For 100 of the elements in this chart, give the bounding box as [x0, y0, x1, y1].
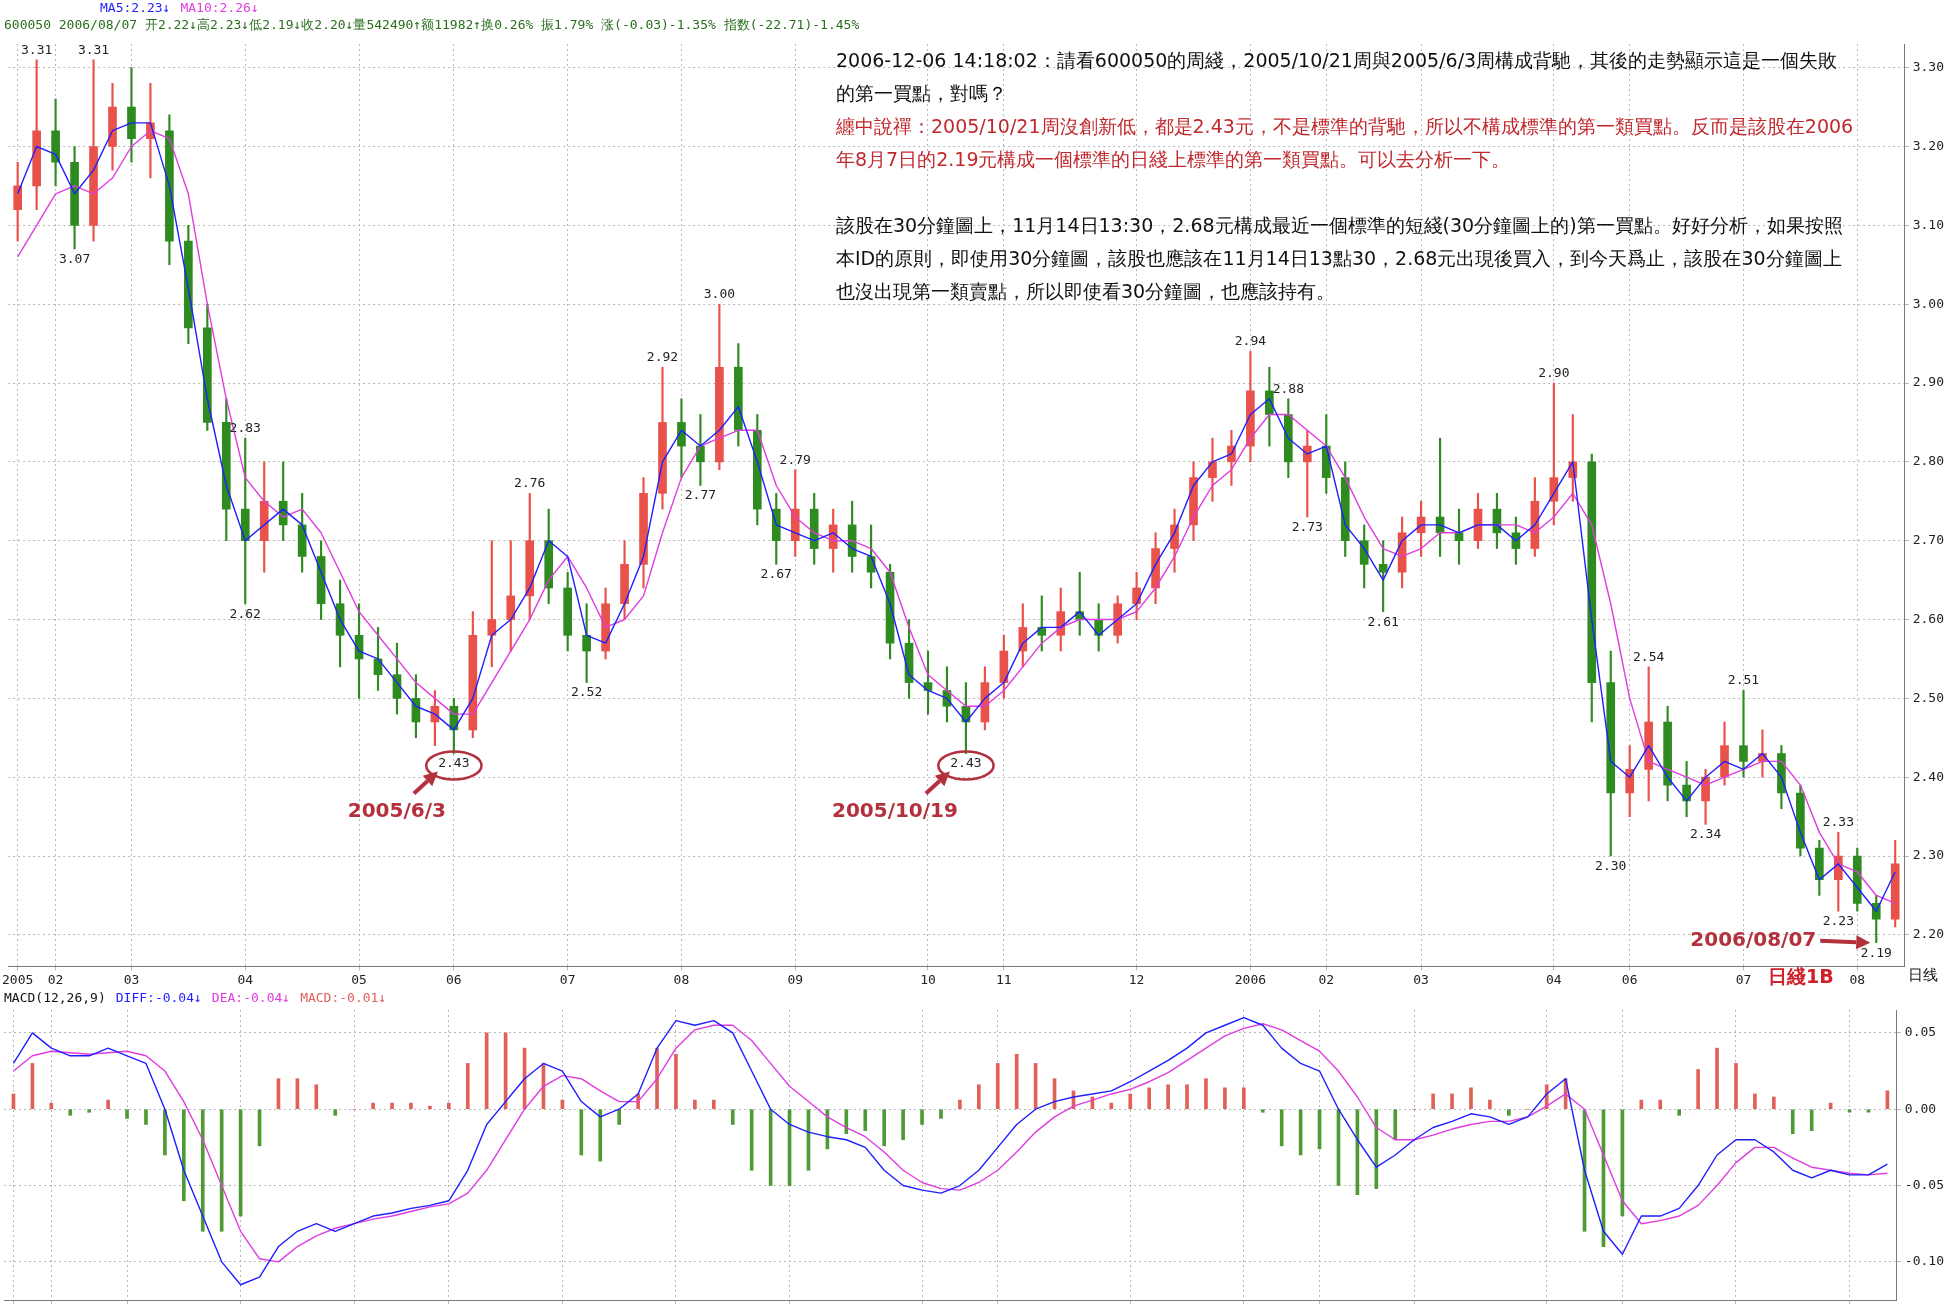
bar	[1204, 1078, 1208, 1110]
x-tick-label: 12	[1128, 971, 1145, 987]
text: DIFF:-0.04↓	[115, 990, 202, 1005]
x-tick-label: 03	[123, 971, 140, 987]
y-tick-label: 3.10	[1912, 216, 1945, 232]
y-tick-label: 3.20	[1912, 137, 1945, 153]
bar	[1242, 1087, 1246, 1110]
bar	[1185, 1084, 1189, 1110]
annotation: 2.92	[646, 349, 679, 365]
annotation: 2.88	[1272, 380, 1304, 396]
bar	[1374, 1109, 1379, 1189]
annotation: 2.33	[1822, 814, 1854, 830]
annotation: 2.61	[1367, 613, 1399, 629]
bar	[125, 1109, 129, 1119]
y-tick-label: 3.30	[1912, 59, 1945, 75]
annotation: 2.54	[1633, 648, 1665, 664]
bar	[390, 1102, 394, 1110]
annotation: 2.62	[229, 605, 261, 621]
annotation: 2.30	[1595, 857, 1627, 873]
annotation: 2.52	[570, 684, 603, 700]
annotation: 2.23	[1822, 913, 1854, 929]
bar	[200, 1109, 205, 1232]
bar	[1696, 1069, 1700, 1110]
candlestick	[1739, 690, 1748, 778]
bar	[333, 1109, 338, 1116]
x-tick-label: 08	[1849, 971, 1866, 987]
x-tick-label: 07	[559, 971, 576, 987]
y-tick-label: 2.90	[1912, 374, 1945, 390]
y-tick-label: 2.50	[1912, 689, 1945, 705]
candlestick	[1208, 437, 1217, 502]
text: MA10:2.26↓	[180, 0, 259, 15]
annotation: 2006/08/07	[1690, 926, 1817, 951]
y-tick-label: -0.10	[1904, 1253, 1945, 1269]
x-tick-label: 05	[351, 971, 367, 987]
bar	[1279, 1109, 1284, 1147]
bar	[1147, 1087, 1152, 1110]
bar	[1488, 1099, 1492, 1110]
annotation: 2.94	[1234, 333, 1267, 349]
x-tick-label: 02	[47, 971, 64, 987]
bar	[712, 1099, 716, 1110]
bar	[579, 1109, 584, 1156]
bar	[1450, 1093, 1454, 1110]
y-tick-label: 2.80	[1912, 453, 1945, 469]
bar	[730, 1109, 735, 1125]
annotation: 該股在30分鐘圖上，11月14日13:30，2.68元構成最近一個標準的短綫(30分鐘圖上的)第一買點。好好分析，如果按照本ID的原則，即使用30分鐘圖，該股也應該在11月14日13點30，2.68元出現後買入，到今天爲止，該股在30分鐘圖上也沒出現第一類賣點，所以即使看30分鐘圖，也應該持有。	[836, 213, 1844, 304]
annotation: 3.00	[703, 286, 736, 302]
x-tick-label: 03	[1413, 971, 1429, 987]
x-tick-label: 2005	[2, 971, 34, 987]
bar	[1431, 1093, 1435, 1110]
annotation: 3.31	[20, 41, 53, 57]
x-tick-label: 08	[673, 971, 690, 987]
y-tick-label: -0.05	[1904, 1176, 1945, 1192]
annotation: 2005/6/3	[347, 797, 446, 822]
bar	[995, 1063, 1000, 1110]
bar	[1658, 1099, 1663, 1110]
annotation: 2.77	[684, 487, 717, 503]
bar	[106, 1099, 110, 1110]
bar	[1014, 1053, 1019, 1110]
text: DEA:-0.04↓	[211, 990, 291, 1005]
bar	[1866, 1109, 1871, 1113]
annotation: 2.43	[950, 755, 982, 771]
bar	[1507, 1109, 1511, 1116]
bar	[1260, 1109, 1265, 1113]
candlestick	[127, 67, 136, 163]
bar	[428, 1105, 432, 1110]
annotation: 2.43	[438, 755, 470, 771]
bar	[1677, 1109, 1682, 1116]
annotation: 2005/10/19	[831, 797, 958, 822]
bar	[371, 1102, 375, 1110]
x-tick-label: 07	[1735, 971, 1752, 987]
x-tick-label: 06	[1621, 971, 1638, 987]
annotation: 2.79	[779, 451, 811, 467]
bar	[1166, 1084, 1170, 1110]
bar	[163, 1109, 167, 1156]
annotation: 2.34	[1689, 826, 1722, 842]
y-tick-label: 0.00	[1904, 1100, 1937, 1116]
bar	[674, 1053, 678, 1110]
bar	[1772, 1096, 1776, 1110]
bar	[958, 1099, 962, 1110]
bar	[1715, 1047, 1719, 1110]
y-tick-label: 2.70	[1912, 532, 1945, 548]
y-tick-label: 3.00	[1912, 295, 1945, 311]
annotation: 3.07	[58, 250, 91, 266]
y-tick-label: 2.60	[1912, 610, 1945, 626]
bar	[882, 1109, 887, 1147]
bar	[939, 1109, 943, 1119]
bar	[1790, 1109, 1795, 1134]
x-tick-label: 04	[1546, 971, 1562, 987]
y-tick-label: 2.30	[1912, 847, 1945, 863]
bar	[1128, 1093, 1133, 1110]
annotation: 2.51	[1727, 672, 1760, 688]
x-tick-label: 10	[920, 971, 936, 987]
chart-title: MACD(12,26,9)	[4, 990, 106, 1005]
bar	[314, 1084, 319, 1110]
bar	[655, 1047, 659, 1110]
bar	[181, 1109, 186, 1202]
annotation: 2006-12-06 14:18:02：請看600050的周綫，2005/10/21周與2005/6/3周構成背馳，其後的走勢顯示這是一個失敗的第一買點，對嗎？	[836, 48, 1839, 106]
x-tick-label: 02	[1318, 971, 1335, 987]
text: 600050 2006/08/07 开2.22↓高2.23↓低2.19↓收2.20↓量542490↑额11982↑换0.26% 振1.79% 涨(-0.03)-1.35% 指数(-22.71)-1.45%	[4, 16, 860, 34]
y-tick-label: 2.20	[1912, 926, 1945, 942]
